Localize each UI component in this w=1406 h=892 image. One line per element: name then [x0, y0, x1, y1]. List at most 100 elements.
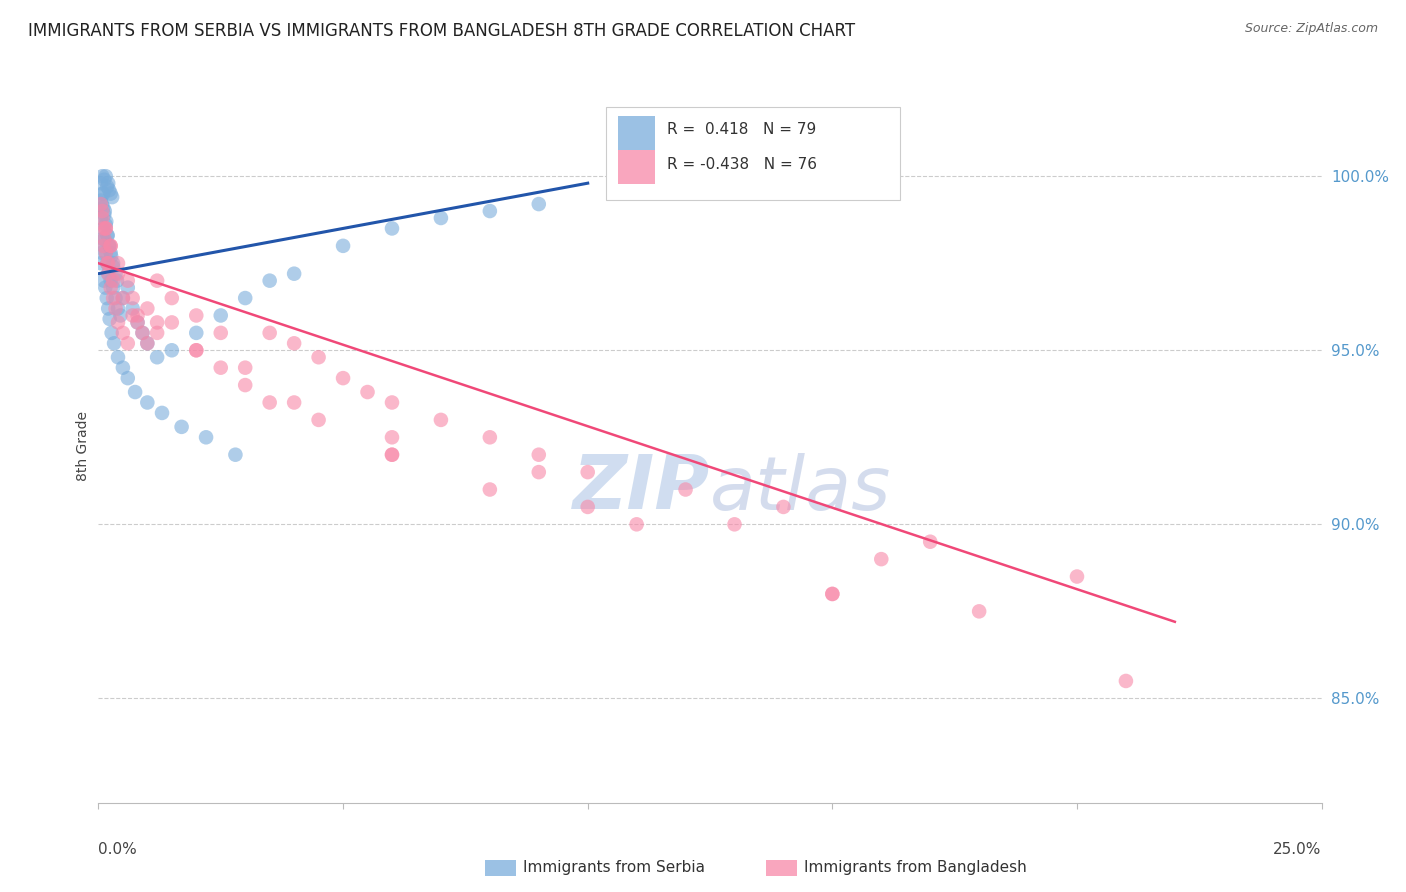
- Point: [259, 274, 281, 288]
- Point: [101, 291, 124, 305]
- Point: [104, 267, 127, 281]
- Point: [90, 194, 112, 208]
- Point: [93, 274, 115, 288]
- Point: [308, 413, 330, 427]
- Point: [772, 500, 794, 514]
- Point: [90, 197, 112, 211]
- Point: [91, 239, 114, 253]
- Point: [97, 267, 120, 281]
- Point: [675, 483, 697, 497]
- Point: [332, 239, 354, 253]
- Point: [91, 221, 114, 235]
- Point: [920, 534, 942, 549]
- Point: [131, 326, 153, 340]
- Point: [96, 256, 118, 270]
- Point: [107, 350, 129, 364]
- Point: [103, 336, 125, 351]
- Point: [96, 179, 118, 194]
- Y-axis label: 8th Grade: 8th Grade: [76, 411, 90, 481]
- Point: [91, 239, 114, 253]
- Point: [91, 201, 114, 215]
- Point: [107, 267, 129, 281]
- Point: [117, 336, 139, 351]
- Point: [94, 221, 117, 235]
- Point: [94, 245, 117, 260]
- Bar: [619, 150, 655, 184]
- Bar: [619, 116, 655, 150]
- Point: [224, 448, 246, 462]
- Text: Immigrants from Serbia: Immigrants from Serbia: [523, 860, 704, 874]
- Point: [308, 350, 330, 364]
- Point: [332, 371, 354, 385]
- Point: [94, 169, 117, 184]
- Point: [110, 309, 132, 323]
- Point: [626, 517, 648, 532]
- Point: [160, 291, 183, 305]
- Point: [124, 385, 146, 400]
- Point: [94, 221, 117, 235]
- Point: [97, 267, 120, 281]
- Point: [107, 301, 129, 316]
- Point: [100, 326, 122, 340]
- Point: [97, 256, 120, 270]
- Point: [283, 395, 305, 409]
- Point: [576, 465, 599, 479]
- Point: [186, 326, 208, 340]
- Point: [127, 315, 149, 329]
- Point: [100, 239, 122, 253]
- Point: [101, 256, 124, 270]
- Text: 25.0%: 25.0%: [1274, 842, 1322, 857]
- Point: [117, 274, 139, 288]
- FancyBboxPatch shape: [606, 107, 900, 200]
- Point: [100, 186, 122, 201]
- Point: [105, 274, 128, 288]
- Point: [1115, 673, 1137, 688]
- Point: [111, 360, 134, 375]
- Point: [98, 312, 121, 326]
- Point: [104, 301, 127, 316]
- Point: [259, 326, 281, 340]
- Point: [90, 245, 112, 260]
- Point: [170, 420, 193, 434]
- Point: [101, 280, 124, 294]
- Point: [91, 221, 114, 235]
- Text: 0.0%: 0.0%: [98, 842, 138, 857]
- Point: [195, 430, 218, 444]
- Point: [117, 280, 139, 294]
- Point: [136, 395, 159, 409]
- Point: [100, 239, 122, 253]
- Point: [111, 291, 134, 305]
- Point: [91, 232, 114, 246]
- Point: [381, 395, 404, 409]
- Point: [100, 274, 122, 288]
- Point: [186, 343, 208, 358]
- Text: R =  0.418   N = 79: R = 0.418 N = 79: [668, 122, 817, 137]
- Point: [96, 256, 118, 270]
- Text: R = -0.438   N = 76: R = -0.438 N = 76: [668, 157, 817, 171]
- Point: [967, 604, 990, 618]
- Point: [91, 211, 114, 225]
- Point: [101, 274, 124, 288]
- Point: [430, 211, 453, 225]
- Point: [94, 204, 117, 219]
- Point: [381, 430, 404, 444]
- Point: [821, 587, 844, 601]
- Point: [160, 343, 183, 358]
- Point: [146, 315, 169, 329]
- Point: [430, 413, 453, 427]
- Point: [259, 395, 281, 409]
- Point: [107, 315, 129, 329]
- Point: [527, 448, 550, 462]
- Point: [121, 291, 143, 305]
- Point: [94, 245, 117, 260]
- Point: [478, 204, 501, 219]
- Point: [356, 385, 378, 400]
- Point: [478, 483, 501, 497]
- Point: [98, 239, 121, 253]
- Point: [127, 309, 149, 323]
- Point: [101, 260, 124, 274]
- Point: [527, 197, 550, 211]
- Point: [150, 406, 173, 420]
- Point: [186, 309, 208, 323]
- Point: [146, 350, 169, 364]
